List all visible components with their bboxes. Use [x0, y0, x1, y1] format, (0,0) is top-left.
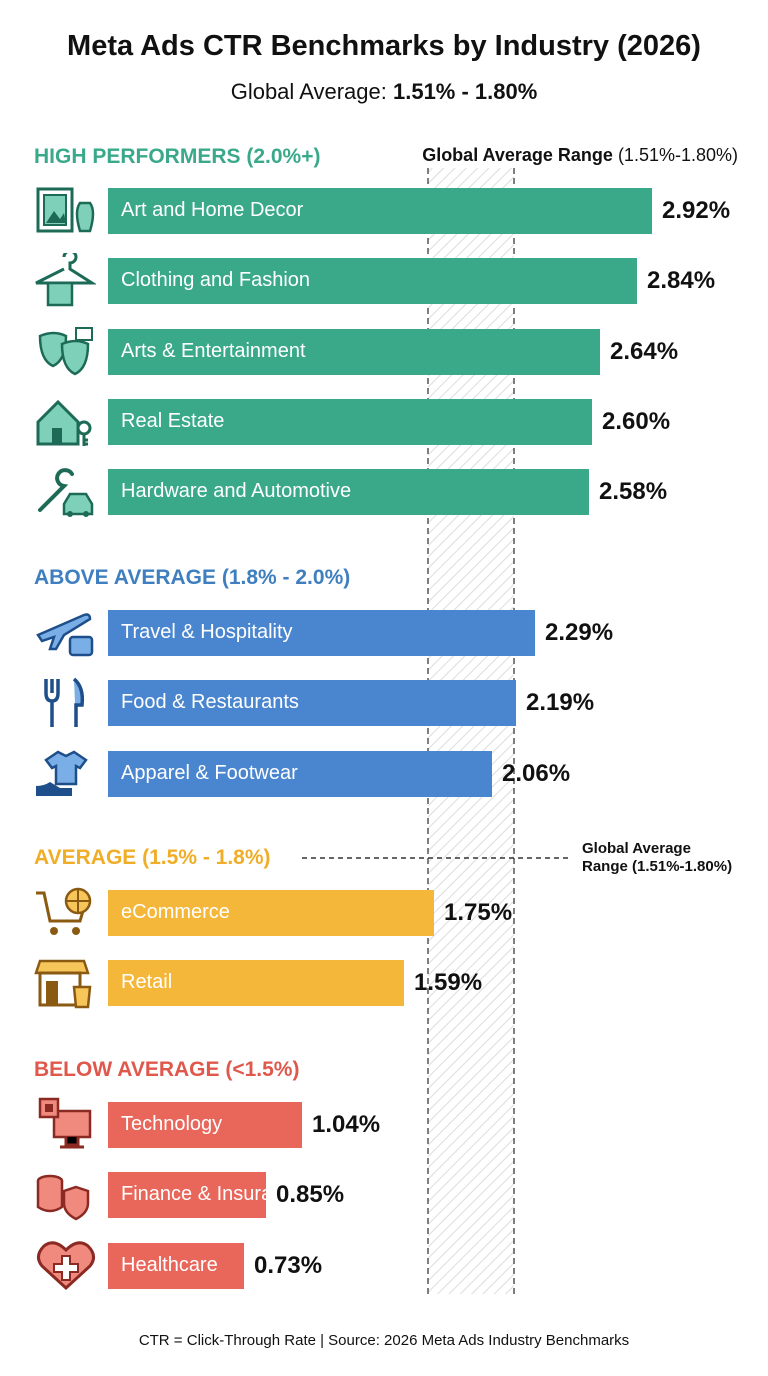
bar	[108, 188, 652, 234]
range-label-top: Global Average Range (1.51%-1.80%)	[422, 145, 738, 166]
subtitle-value: 1.51% - 1.80%	[392, 79, 538, 104]
range-label-mid-line2: Range (1.51%-1.80%)	[582, 858, 733, 875]
bar-label: Finance & Insurance	[121, 1183, 305, 1205]
bar-label: Real Estate	[121, 410, 225, 432]
bar-value-label: 2.06%	[502, 760, 571, 787]
range-label-mid: Global Average Range (1.51%-1.80%)	[582, 840, 732, 876]
bar	[108, 751, 492, 797]
bar-label: Apparel & Footwear	[121, 762, 298, 784]
bar-label: Travel & Hospitality	[121, 621, 293, 643]
bar-value-label: 2.84%	[647, 267, 716, 294]
bar-value-label: 2.60%	[602, 408, 671, 435]
bar	[108, 469, 589, 515]
bar-value-label: 0.85%	[276, 1181, 345, 1208]
bar	[108, 1102, 302, 1148]
bar-value-label: 2.64%	[610, 338, 679, 365]
fork-knife-icon	[44, 677, 85, 727]
bar-value-label: 2.19%	[526, 689, 595, 716]
house-key-icon	[36, 399, 92, 446]
bar-label: Arts & Entertainment	[121, 340, 306, 362]
airplane-luggage-icon	[36, 613, 94, 657]
bar	[108, 1243, 244, 1289]
chart-subtitle: Global Average: 1.51% - 1.80%	[0, 79, 768, 105]
footnote: CTR = Click-Through Rate | Source: 2026 …	[138, 1332, 630, 1349]
bar-label: Retail	[121, 971, 173, 993]
bar-label: Healthcare	[121, 1254, 218, 1276]
bar	[108, 329, 600, 375]
bar-label: Hardware and Automotive	[121, 480, 352, 502]
section-header: AVERAGE (1.5% - 1.8%)	[34, 846, 271, 869]
bar	[108, 960, 404, 1006]
range-label-mid-line1: Global Average	[582, 840, 691, 857]
bar-label: Art and Home Decor	[121, 199, 304, 221]
bar	[108, 680, 516, 726]
section-header: HIGH PERFORMERS (2.0%+)	[34, 145, 321, 168]
hanger-icon	[35, 253, 96, 307]
wrench-car-icon	[38, 468, 94, 517]
subtitle-prefix: Global Average:	[230, 79, 387, 104]
bar	[108, 610, 535, 656]
bar-value-label: 2.58%	[599, 478, 668, 505]
bar-value-label: 1.59%	[414, 969, 483, 996]
section-header: ABOVE AVERAGE (1.8% - 2.0%)	[34, 566, 351, 589]
bar	[108, 890, 434, 936]
bar-label: eCommerce	[121, 901, 230, 923]
cart-globe-icon	[36, 887, 92, 935]
range-label-text: Global Average Range	[422, 145, 613, 165]
art-decor-icon	[36, 187, 95, 233]
bar-value-label: 1.04%	[312, 1111, 381, 1138]
bar-value-label: 0.73%	[254, 1252, 323, 1279]
section-header: BELOW AVERAGE (<1.5%)	[34, 1058, 300, 1081]
bar-value-label: 1.75%	[444, 899, 513, 926]
heart-cross-icon	[37, 1241, 95, 1291]
bar-label: Technology	[121, 1113, 223, 1135]
chart-title: Meta Ads CTR Benchmarks by Industry (202…	[67, 30, 701, 62]
chip-monitor-icon	[38, 1097, 92, 1149]
bar-label: Food & Restaurants	[121, 691, 299, 713]
bar	[108, 399, 592, 445]
bar	[108, 1172, 266, 1218]
bar-value-label: 2.92%	[662, 197, 731, 224]
theater-masks-icon	[38, 327, 93, 376]
shirt-shoe-icon	[36, 750, 88, 796]
range-label-values: (1.51%-1.80%)	[617, 145, 738, 165]
bar-value-label: 2.29%	[545, 619, 614, 646]
bar	[108, 258, 637, 304]
coins-shield-icon	[36, 1174, 90, 1221]
storefront-icon	[34, 959, 92, 1009]
bar-label: Clothing and Fashion	[121, 269, 311, 291]
